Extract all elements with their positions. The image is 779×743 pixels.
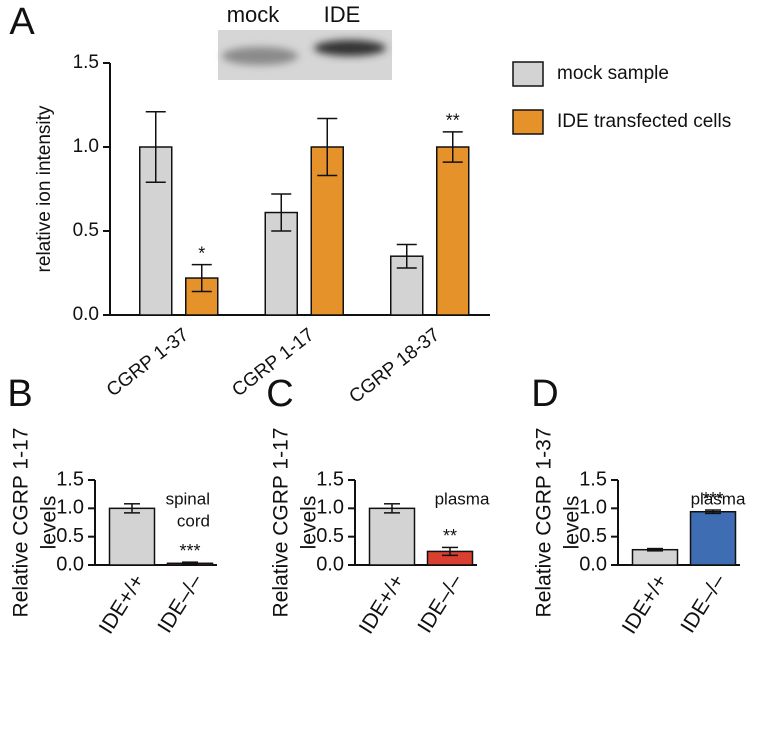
blot-band	[222, 47, 298, 65]
y-tick-label: 0.0	[579, 553, 607, 575]
y-axis-label: levels	[38, 496, 61, 550]
y-axis-label: Relative CGRP 1-17	[10, 428, 33, 618]
y-tick-label: 0.5	[73, 220, 99, 241]
y-tick-label: 1.0	[579, 497, 607, 519]
y-axis-label: Relative CGRP 1-37	[533, 428, 556, 618]
y-tick-label: 0.5	[316, 525, 344, 547]
y-tick-label: 0.0	[73, 304, 99, 325]
y-tick-label: 1.5	[316, 468, 344, 490]
significance-label: ***	[702, 489, 723, 509]
bar	[689, 510, 737, 566]
annotation: plasma	[691, 489, 746, 508]
y-tick-label: 0.5	[56, 525, 84, 547]
blot-label: IDE	[324, 2, 361, 27]
x-tick-label: IDE+/+	[618, 570, 672, 638]
annotation: cord	[177, 511, 210, 530]
x-tick-label: IDE–/–	[676, 570, 730, 637]
y-axis-label: relative ion intensity	[34, 105, 55, 272]
x-tick-label: IDE–/–	[413, 570, 467, 637]
panel-label: C	[266, 373, 293, 415]
y-tick-label: 0.0	[56, 553, 84, 575]
western-blot	[218, 30, 392, 80]
bar	[368, 507, 416, 566]
legend-label: IDE transfected cells	[557, 111, 731, 132]
panel-label: B	[7, 373, 32, 415]
y-tick-label: 1.5	[73, 52, 99, 73]
legend-label: mock sample	[557, 63, 669, 84]
x-tick-label: CGRP 1-37	[103, 324, 193, 401]
y-tick-label: 1.5	[579, 468, 607, 490]
bar	[436, 146, 470, 316]
x-tick-label: IDE–/–	[153, 570, 207, 637]
x-tick-label: IDE+/+	[355, 570, 409, 638]
y-tick-label: 1.5	[56, 468, 84, 490]
significance-label: *	[198, 243, 205, 263]
significance-label: **	[446, 111, 460, 131]
y-tick-label: 0.5	[579, 525, 607, 547]
y-axis-label: levels	[561, 496, 584, 550]
bar	[108, 507, 156, 566]
panel-label: A	[9, 1, 35, 43]
legend-swatch	[512, 109, 544, 135]
blot-band	[314, 40, 386, 56]
x-tick-label: IDE+/+	[95, 570, 149, 638]
bar	[631, 548, 679, 566]
y-tick-label: 1.0	[73, 136, 99, 157]
y-axis-label: levels	[298, 496, 321, 550]
annotation: spinal	[166, 489, 210, 508]
significance-label: ***	[179, 541, 200, 561]
panel-label: D	[531, 373, 558, 415]
y-tick-label: 0.0	[316, 553, 344, 575]
blot-label: mock	[227, 2, 281, 27]
annotation: plasma	[435, 489, 490, 508]
x-tick-label: CGRP 18-37	[346, 324, 444, 407]
y-axis-label: Relative CGRP 1-17	[270, 428, 293, 618]
y-tick-label: 1.0	[316, 497, 344, 519]
significance-label: **	[443, 526, 457, 546]
legend-swatch	[512, 61, 544, 87]
y-tick-label: 1.0	[56, 497, 84, 519]
